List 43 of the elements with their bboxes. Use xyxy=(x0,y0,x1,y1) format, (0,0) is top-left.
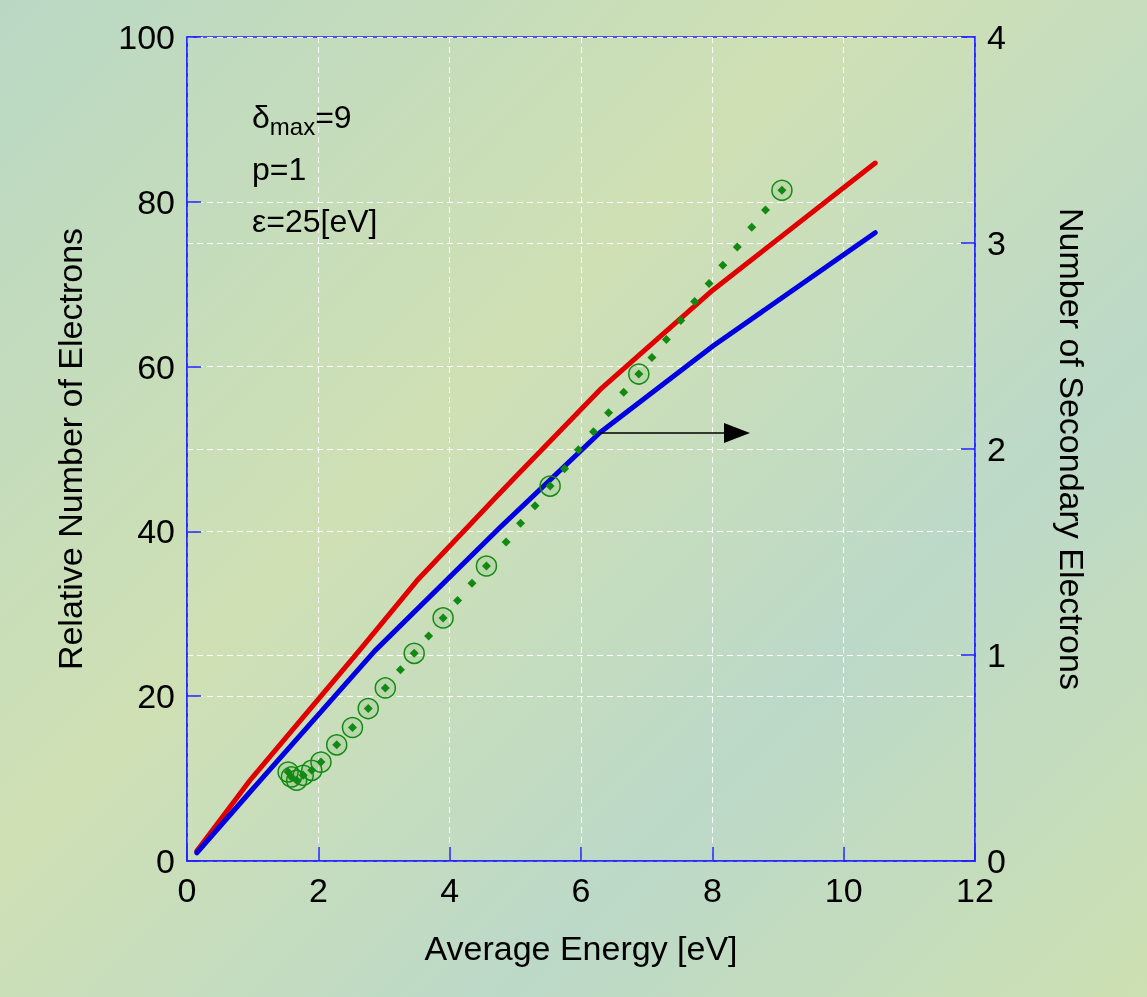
point xyxy=(732,242,742,252)
point xyxy=(530,501,540,511)
point xyxy=(704,278,714,288)
point xyxy=(647,353,657,363)
annotation: ε=25[eV] xyxy=(252,203,378,239)
x-axis-title: Average Energy [eV] xyxy=(424,929,738,967)
point xyxy=(661,334,671,344)
y2-tick-label: 0 xyxy=(987,842,1006,880)
y-axis-title: Relative Number of Electrons xyxy=(51,227,89,671)
point xyxy=(690,297,700,306)
point xyxy=(453,596,463,606)
y2-tick-label: 1 xyxy=(987,636,1006,674)
point xyxy=(467,578,477,588)
point xyxy=(501,537,511,547)
y-tick-label: 80 xyxy=(137,182,175,221)
point xyxy=(560,464,570,474)
point xyxy=(761,205,771,215)
y-tick-label: 0 xyxy=(156,842,175,880)
y2-axis-title: Number of Secondary Electrons xyxy=(1053,208,1091,690)
point xyxy=(747,222,757,232)
annotation: δ$_{max}$=9 xyxy=(252,99,352,141)
y-tick-label: 100 xyxy=(118,18,175,56)
y2-tick-label: 3 xyxy=(987,224,1006,262)
x-tick-label: 10 xyxy=(824,871,863,909)
x-tick-label: 8 xyxy=(702,871,722,909)
point xyxy=(604,408,614,418)
point xyxy=(424,631,434,641)
point xyxy=(588,427,598,437)
point xyxy=(573,445,583,455)
x-tick-label: 4 xyxy=(440,871,460,909)
point xyxy=(516,518,526,528)
y2-tick-label: 2 xyxy=(987,430,1006,468)
point xyxy=(718,260,728,270)
x-tick-label: 2 xyxy=(308,871,328,909)
y-tick-label: 20 xyxy=(137,677,175,716)
y-tick-label: 60 xyxy=(137,347,175,386)
point xyxy=(619,387,629,397)
point xyxy=(395,665,405,675)
y-tick-label: 40 xyxy=(137,512,175,551)
point xyxy=(676,315,686,325)
y2-tick-label: 4 xyxy=(987,18,1006,56)
annotation: p=1 xyxy=(252,151,307,187)
x-tick-label: 6 xyxy=(571,871,591,909)
